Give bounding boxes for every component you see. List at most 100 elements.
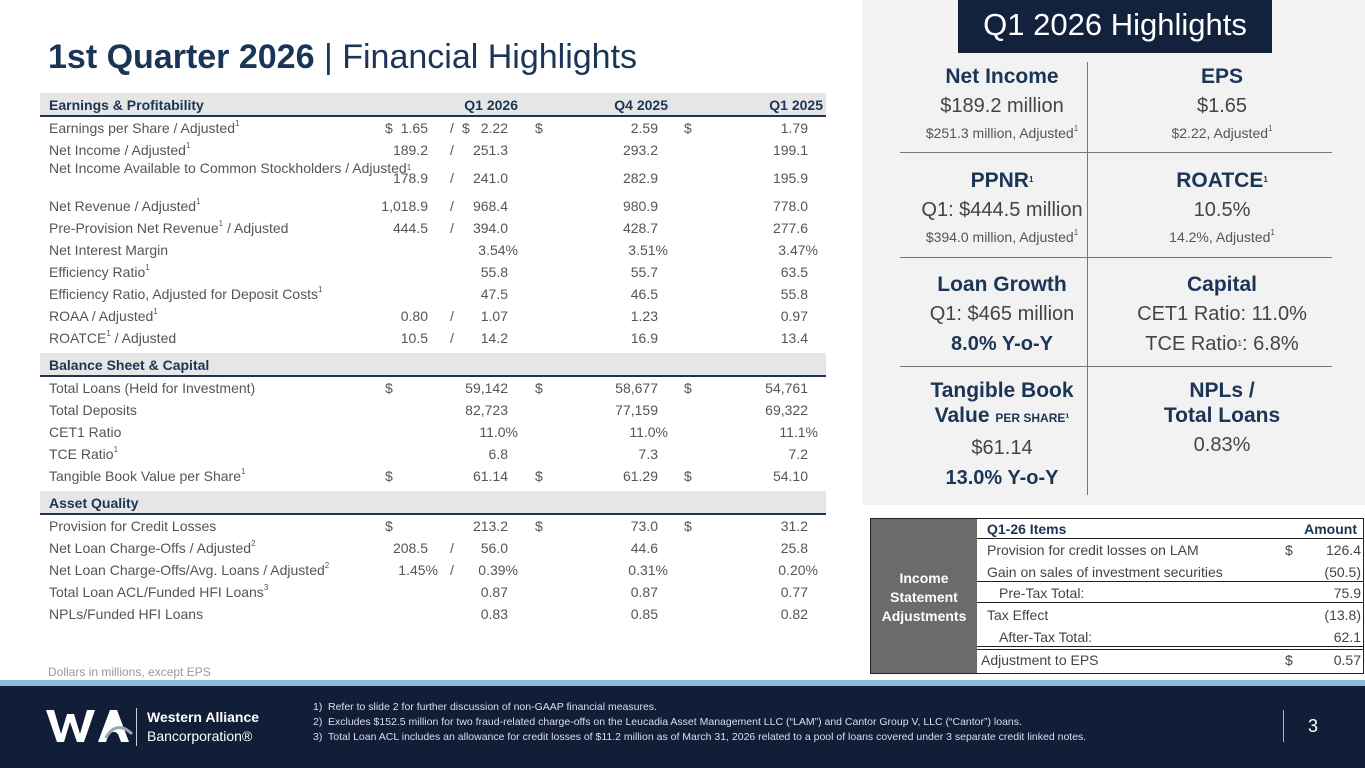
currency-symbol: $ (684, 120, 692, 136)
adjustment-amount: (13.8) (1324, 607, 1361, 623)
row-label: Provision for Credit Losses (49, 518, 216, 534)
cell-value: 54,761 (765, 380, 808, 396)
footnote-ref: 2 (251, 539, 256, 548)
cell-value: 0.77 (780, 584, 808, 600)
section-header: Balance Sheet & Capital (40, 353, 826, 377)
highlight-heading: Net Income (887, 64, 1117, 89)
table-row: Net Revenue / Adjusted1 1,018.9 / 968.4 980.… (40, 195, 826, 217)
highlight-heading: Value PER SHARE¹ (887, 403, 1117, 431)
cell-value: 16.9 (630, 330, 658, 346)
footnote-text: Total Loan ACL includes an allowance for… (328, 731, 1087, 743)
cell-value: 14.2 (480, 330, 508, 346)
row-label: Net Income Available to Common Stockhold… (49, 161, 411, 176)
footnote-ref: 1 (1237, 339, 1242, 348)
footnote-ref: 1 (1028, 175, 1034, 184)
footnote-ref: 3 (263, 583, 269, 592)
table-row: Tangible Book Value per Share1 $61.14 $61.… (40, 465, 826, 487)
table-row: Efficiency Ratio, Adjusted for Deposit C… (40, 283, 826, 305)
header-amount: Amount (1304, 521, 1357, 537)
cell-value: 282.9 (622, 170, 658, 186)
heading-text: EPS (1200, 65, 1244, 88)
separator: / (450, 198, 454, 214)
label-text: TCE Ratio (49, 446, 114, 462)
label-text: Efficiency Ratio (49, 264, 146, 280)
highlight-value: $61.14 (971, 437, 1033, 459)
separator: / (450, 142, 454, 158)
footnote-number: 2) (313, 716, 323, 728)
footnote: 2) Excludes $152.5 million for two fraud-… (313, 715, 1086, 730)
highlight-card: EPS $1.65 $2.22, Adjusted1 (1107, 64, 1337, 141)
label-text: Net Loan Charge-Offs / Adjusted (49, 540, 252, 556)
cell-value: 968.4 (472, 198, 508, 214)
footnote-ref: 1 (145, 263, 150, 272)
adjustment-amount: 0.57 (1333, 652, 1361, 668)
cell-value: 6.8 (488, 446, 508, 462)
highlight-heading: Total Loans (1107, 403, 1337, 428)
cell-value: 1.07 (480, 308, 508, 324)
row-label: Net Loan Charge-Offs / Adjusted2 (49, 539, 256, 556)
cell-value: 55.7 (630, 264, 658, 280)
highlight-subvalue: $2.22, Adjusted1 (1107, 124, 1337, 141)
cell-value: 0.80 (400, 308, 428, 324)
currency-symbol: $ (1285, 652, 1293, 668)
row-label: Tangible Book Value per Share1 (49, 467, 245, 484)
row-label: CET1 Ratio (49, 424, 121, 440)
highlight-heading: EPS (1107, 64, 1337, 89)
row-label: Net Interest Margin (49, 242, 168, 258)
highlight-value: TCE Ratio1: 6.8% (1107, 332, 1337, 357)
cell-value: 178.9 (392, 170, 428, 186)
cell-value: 54.10 (772, 468, 808, 484)
label-text: Net Loan Charge-Offs/Avg. Loans / Adjust… (49, 562, 325, 578)
currency-symbol: $ (462, 120, 470, 136)
cell-value: 82,723 (465, 402, 508, 418)
table-row: ROAA / Adjusted1 0.80 / 1.07 1.23 0.97 (40, 305, 826, 327)
heading-small: PER SHARE¹ (995, 411, 1070, 425)
heading-text: Tangible Book (930, 379, 1074, 402)
cell-value: 77,159 (615, 402, 658, 418)
highlight-heading: Tangible Book (887, 378, 1117, 403)
label-text: ROATCE (49, 330, 107, 346)
cell-value: 69,322 (765, 402, 808, 418)
footnote-ref: 1 (218, 219, 224, 228)
divider (900, 366, 1332, 367)
cell-value: 55.8 (480, 264, 508, 280)
subvalue-text: $251.3 million, Adjusted (925, 125, 1074, 141)
adjustment-item: Pre-Tax Total: (999, 585, 1085, 601)
cell-value: 59,142 (465, 380, 508, 396)
row-label: Earnings per Share / Adjusted1 (49, 119, 239, 136)
divider (1087, 62, 1088, 495)
cell-value: 251.3 (472, 142, 508, 158)
footnote-text: Refer to slide 2 for further discussion … (328, 701, 657, 713)
cell-value: 11.0% (629, 424, 668, 440)
heading-text: Net Income (945, 65, 1059, 88)
label-text: Total Loans (Held for Investment) (49, 380, 256, 396)
section-title: Earnings & Profitability (49, 97, 204, 113)
row-label: Efficiency Ratio1 (49, 263, 150, 280)
footnote-ref: 1 (1268, 124, 1273, 133)
row-label: NPLs/Funded HFI Loans (49, 606, 203, 622)
highlight-card: Net Income $189.2 million $251.3 million, … (887, 64, 1117, 141)
footnote-ref: 1 (196, 197, 201, 206)
heading-text: Capital (1186, 273, 1257, 296)
adjustments-side-label: Income Statement Adjustments (871, 519, 977, 673)
label-text: / Adjusted (223, 220, 289, 236)
highlight-subvalue: $394.0 million, Adjusted1 (887, 228, 1117, 245)
separator: / (450, 120, 454, 136)
table-row: Net Interest Margin 3.54% 3.51% 3.47% (40, 239, 826, 261)
footnote-ref: 1 (1073, 228, 1079, 237)
section-title: Asset Quality (49, 495, 139, 511)
footnote-ref: 1 (1270, 228, 1275, 237)
adjustment-amount: 126.4 (1325, 542, 1361, 558)
label-text: Net Income Available to Common Stockhold… (49, 160, 407, 176)
highlight-value: CET1 Ratio: 11.0% (1137, 303, 1307, 325)
currency-symbol: $ (684, 518, 692, 534)
cell-value: 2.22 (480, 120, 508, 136)
cell-value: 293.2 (622, 142, 658, 158)
label-text: Provision for Credit Losses (49, 518, 217, 534)
label-text: / Adjusted (110, 330, 177, 346)
footnote-ref: 1 (185, 141, 191, 150)
footnote-ref: 1 (106, 329, 111, 338)
highlight-value: 10.5% (1193, 199, 1251, 221)
cell-value: 58,677 (615, 380, 658, 396)
currency-symbol: $ (535, 518, 543, 534)
